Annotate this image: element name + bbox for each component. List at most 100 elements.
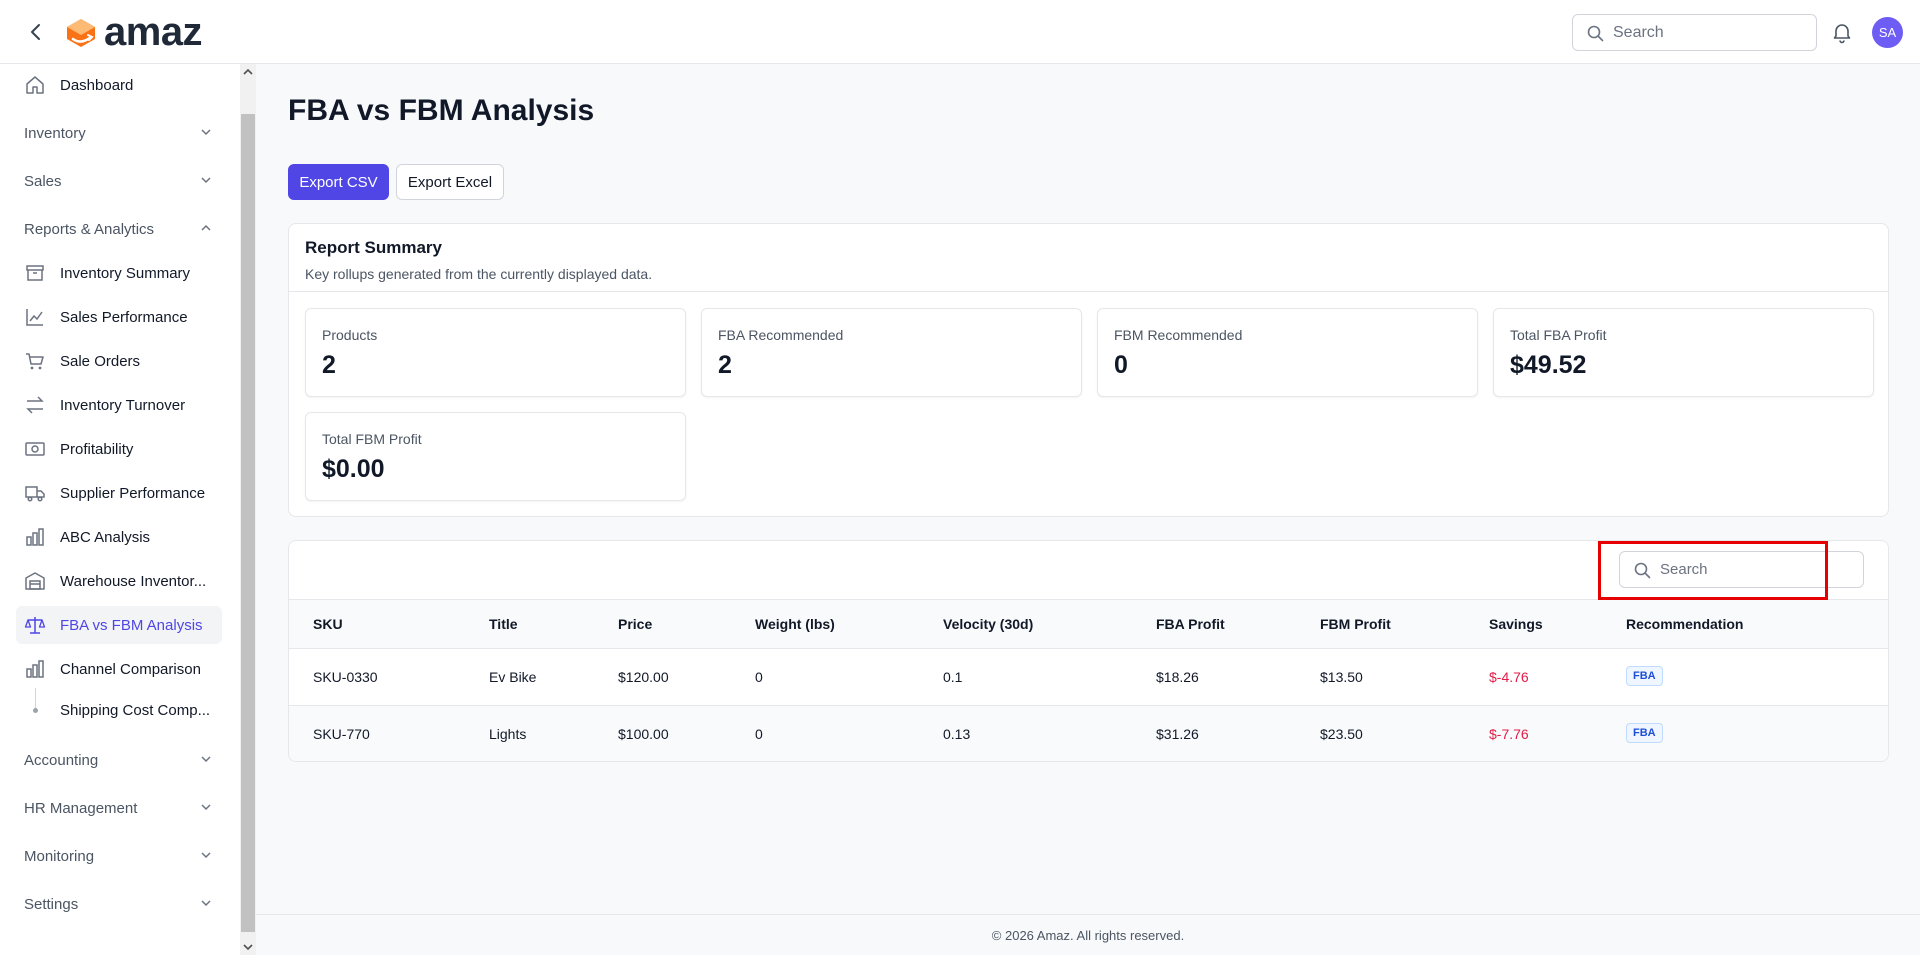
scrollbar-thumb[interactable]: [241, 114, 255, 932]
sidebar-group-sales[interactable]: Sales: [16, 162, 222, 200]
sidebar-item-inventory-summary[interactable]: Inventory Summary: [16, 254, 222, 292]
cell-title: Ev Bike: [489, 669, 537, 685]
column-header-fba-profit[interactable]: FBA Profit: [1156, 616, 1225, 632]
column-header-velocity[interactable]: Velocity (30d): [943, 616, 1034, 632]
cell-weight: 0: [755, 726, 763, 742]
bar-chart-icon: [24, 526, 46, 548]
stat-label: FBA Recommended: [718, 327, 844, 343]
archive-icon: [24, 262, 46, 284]
back-arrow-icon[interactable]: [24, 20, 48, 44]
sidebar-item-shipping-cost[interactable]: Shipping Cost Comp...: [60, 702, 211, 719]
highlight-box: [1598, 541, 1828, 600]
column-header-sku[interactable]: SKU: [313, 616, 343, 632]
sidebar-group-reports[interactable]: Reports & Analytics: [16, 210, 222, 248]
sidebar-group-label: Monitoring: [24, 847, 95, 865]
cell-fbm-profit: $13.50: [1320, 669, 1363, 685]
stat-total-fbm-profit: Total FBM Profit $0.00: [305, 412, 686, 501]
stat-label: Total FBA Profit: [1510, 327, 1607, 343]
logo-text: amaz: [104, 10, 203, 54]
table-row[interactable]: SKU-770 Lights $100.00 0 0.13 $31.26 $23…: [289, 706, 1888, 761]
sidebar-item-label: Profitability: [60, 440, 134, 458]
column-header-savings[interactable]: Savings: [1489, 616, 1543, 632]
stat-value: $49.52: [1510, 351, 1587, 379]
recommendation-badge: FBA: [1626, 723, 1663, 743]
sidebar-scrollbar[interactable]: [240, 64, 256, 955]
cart-icon: [24, 350, 46, 372]
sidebar-group-settings[interactable]: Settings: [16, 885, 222, 923]
chevron-down-icon: [201, 129, 211, 136]
main-content: FBA vs FBM Analysis Export CSV Export Ex…: [256, 64, 1920, 955]
sidebar-item-label: ABC Analysis: [60, 528, 151, 546]
sidebar-group-label: Reports & Analytics: [24, 220, 155, 238]
header-search-input[interactable]: [1613, 23, 1803, 42]
sidebar-item-label: Inventory Turnover: [60, 396, 186, 414]
column-header-price[interactable]: Price: [618, 616, 653, 632]
table-search[interactable]: [1619, 551, 1864, 588]
column-header-fbm-profit[interactable]: FBM Profit: [1320, 616, 1391, 632]
search-icon: [1634, 562, 1651, 579]
sidebar-group-label: HR Management: [24, 799, 138, 817]
stat-value: 2: [322, 351, 336, 379]
stat-products: Products 2: [305, 308, 686, 397]
sidebar-group-hr[interactable]: HR Management: [16, 789, 222, 827]
table-header: SKU Title Price Weight (lbs) Velocity (3…: [289, 600, 1888, 649]
sidebar-item-label: Channel Comparison: [60, 660, 201, 678]
sidebar-item-warehouse-inventory[interactable]: Warehouse Inventor...: [16, 562, 222, 600]
warehouse-icon: [24, 570, 46, 592]
tree-line: [35, 688, 36, 710]
report-summary-card: Report Summary Key rollups generated fro…: [288, 223, 1889, 517]
export-excel-button[interactable]: Export Excel: [396, 164, 504, 200]
sidebar-item-supplier-performance[interactable]: Supplier Performance: [16, 474, 222, 512]
cell-sku: SKU-0330: [313, 669, 378, 685]
sidebar-group-accounting[interactable]: Accounting: [16, 741, 222, 779]
column-header-weight[interactable]: Weight (lbs): [755, 616, 835, 632]
cell-velocity: 0.13: [943, 726, 971, 742]
sidebar-item-label: Supplier Performance: [60, 484, 206, 502]
sidebar-item-abc-analysis[interactable]: ABC Analysis: [16, 518, 222, 556]
copyright-text: © 2026 Amaz. All rights reserved.: [991, 927, 1185, 943]
table-search-input[interactable]: [1660, 561, 1850, 578]
cell-savings: $-4.76: [1489, 669, 1529, 685]
sidebar-group-label: Accounting: [24, 751, 99, 769]
sidebar-group-label: Settings: [24, 895, 79, 913]
sidebar-group-monitoring[interactable]: Monitoring: [16, 837, 222, 875]
column-header-recommendation[interactable]: Recommendation: [1626, 616, 1744, 632]
sidebar-group-label: Inventory: [24, 124, 86, 142]
chevron-down-icon: [201, 900, 211, 907]
cell-weight: 0: [755, 669, 763, 685]
sidebar-group-label: Sales: [24, 172, 62, 190]
sidebar-item-profitability[interactable]: Profitability: [16, 430, 222, 468]
analysis-table-card: SKU Title Price Weight (lbs) Velocity (3…: [288, 540, 1889, 762]
sidebar-item-label: Warehouse Inventor...: [60, 572, 207, 590]
sidebar-item-inventory-turnover[interactable]: Inventory Turnover: [16, 386, 222, 424]
bar-chart-icon: [24, 658, 46, 680]
chevron-up-icon: [201, 224, 211, 231]
column-header-title[interactable]: Title: [489, 616, 518, 632]
sidebar-item-channel-comparison[interactable]: Channel Comparison: [16, 650, 222, 688]
chevron-down-icon: [201, 804, 211, 811]
scroll-down-arrow-icon[interactable]: [240, 939, 256, 955]
page-title: FBA vs FBM Analysis: [288, 94, 595, 127]
sidebar-item-label: Inventory Summary: [60, 264, 191, 282]
export-csv-button[interactable]: Export CSV: [288, 164, 389, 200]
chevron-down-icon: [201, 756, 211, 763]
table-row[interactable]: SKU-0330 Ev Bike $120.00 0 0.1 $18.26 $1…: [289, 649, 1888, 706]
cell-velocity: 0.1: [943, 669, 963, 685]
sidebar-group-inventory[interactable]: Inventory: [16, 114, 222, 152]
stat-label: Products: [322, 327, 378, 343]
sidebar-item-dashboard[interactable]: Dashboard: [16, 66, 222, 104]
bell-icon[interactable]: [1830, 20, 1854, 44]
cell-price: $120.00: [618, 669, 669, 685]
divider: [289, 291, 1888, 292]
logo[interactable]: amaz: [62, 10, 203, 54]
arrows-exchange-icon: [24, 394, 46, 416]
sidebar-item-fba-vs-fbm[interactable]: FBA vs FBM Analysis: [16, 606, 222, 644]
scroll-up-arrow-icon[interactable]: [240, 64, 256, 80]
stat-total-fba-profit: Total FBA Profit $49.52: [1493, 308, 1874, 397]
header-search[interactable]: [1572, 14, 1817, 51]
sidebar-item-sales-performance[interactable]: Sales Performance: [16, 298, 222, 336]
sidebar-item-label: Sale Orders: [60, 352, 141, 370]
avatar[interactable]: SA: [1872, 17, 1903, 48]
cell-fbm-profit: $23.50: [1320, 726, 1363, 742]
sidebar-item-sale-orders[interactable]: Sale Orders: [16, 342, 222, 380]
